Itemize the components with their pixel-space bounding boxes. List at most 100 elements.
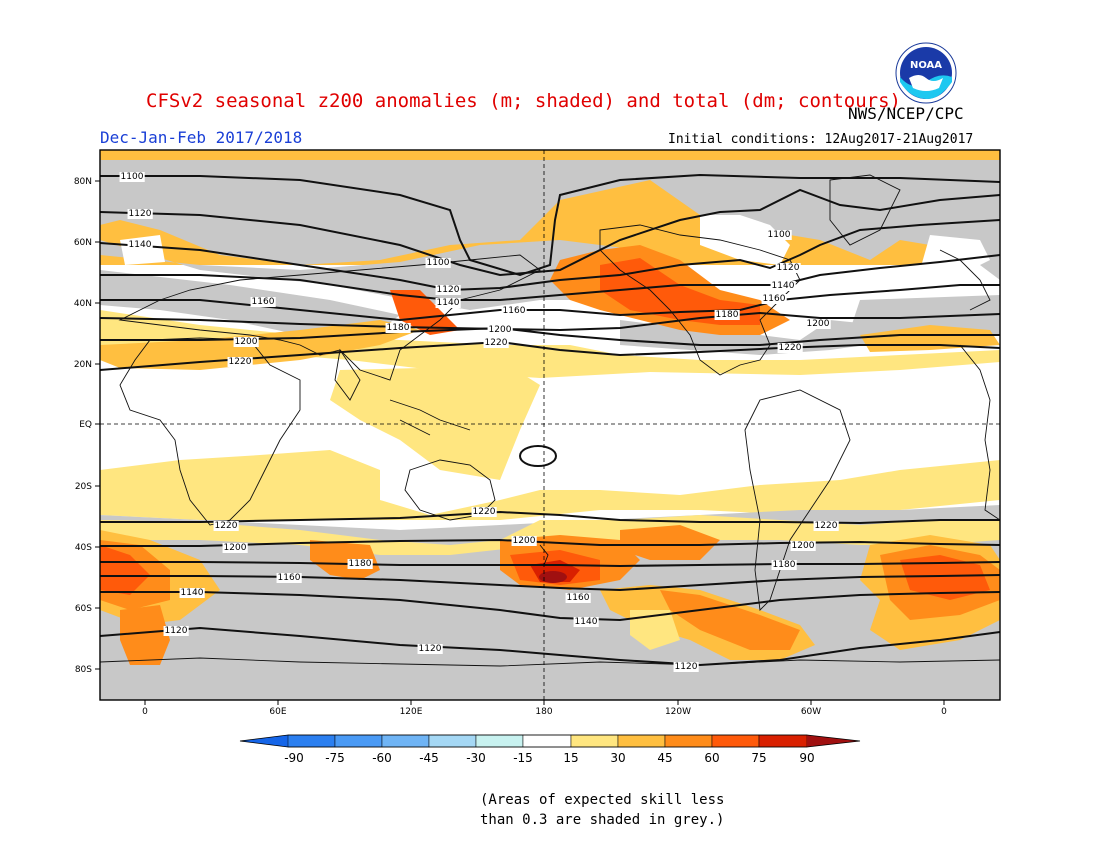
contour-label: 1140 xyxy=(575,617,598,627)
contour-label: 1120 xyxy=(129,209,152,219)
colorbar-label: 60 xyxy=(704,751,719,765)
contour-label-bg xyxy=(127,209,153,219)
anomaly-colorbar: -90 -75 -60 -45 -30 -15 15 30 45 60 75 9… xyxy=(239,734,861,765)
contour-label-bg xyxy=(435,298,461,308)
contour-label: 1100 xyxy=(768,230,791,240)
contour-label-bg xyxy=(425,258,451,268)
colorbar-swatch xyxy=(664,734,713,748)
lat-label: 80N xyxy=(74,177,92,187)
contour-label-bg xyxy=(417,644,443,654)
contour-1200-nh xyxy=(100,326,1000,346)
contour-label-bg xyxy=(770,281,796,291)
contour-label-bg xyxy=(119,172,145,182)
lat-axis: 80N 60N 40N 20N EQ 20S 40S 60S 80S xyxy=(74,177,100,675)
contour-label-bg xyxy=(775,263,801,273)
lat-label: 80S xyxy=(75,665,92,675)
contour-label: 1160 xyxy=(252,297,275,307)
contour-label: 1220 xyxy=(779,343,802,353)
colorbar-swatch xyxy=(381,734,430,748)
contour-1100-nh xyxy=(100,173,1000,277)
contour-label: 1220 xyxy=(473,507,496,517)
contour-label: 1160 xyxy=(503,306,526,316)
season-label: Dec-Jan-Feb 2017/2018 xyxy=(100,128,303,147)
contour-label: 1220 xyxy=(215,521,238,531)
lon-label: 0 xyxy=(142,707,148,717)
contour-label-bg xyxy=(250,297,276,307)
contour-label-bg xyxy=(483,338,509,348)
contour-label-bg xyxy=(385,323,411,333)
contour-label: 1140 xyxy=(437,298,460,308)
contour-1160-nh xyxy=(100,284,1000,322)
contour-1180-nh xyxy=(100,311,1000,332)
contour-1120-sh xyxy=(100,626,1000,667)
contour-label-bg xyxy=(805,319,831,329)
contour-1120-nh xyxy=(100,219,1000,292)
contour-1220-nh xyxy=(100,340,1000,371)
skill-footnote-line-2: than 0.3 are shaded in grey.) xyxy=(480,812,725,828)
contour-1120-upper xyxy=(100,188,1000,277)
lat-label: 60N xyxy=(74,238,92,248)
contour-label-bg xyxy=(573,617,599,627)
lat-label: 40N xyxy=(74,299,92,309)
contour-label: 1200 xyxy=(792,541,815,551)
colorbar-swatch xyxy=(334,734,383,748)
contour-label: 1120 xyxy=(165,626,188,636)
contour-label: 1200 xyxy=(489,325,512,335)
contour-1180-sh xyxy=(100,561,1000,568)
lon-axis: 0 60E 120E 180 120W 60W 0 xyxy=(142,700,947,717)
india-coastline xyxy=(334,348,361,401)
contour-label-bg xyxy=(213,521,239,531)
contour-label: 1180 xyxy=(387,323,410,333)
contour-label: 1180 xyxy=(716,310,739,320)
contour-label-layer: 1100 1120 1140 1160 1180 1200 1220 1100 … xyxy=(121,172,838,672)
colorbar-label: -15 xyxy=(513,751,533,765)
colorbar-label: 75 xyxy=(751,751,766,765)
contour-label: 1180 xyxy=(773,560,796,570)
lon-label: 120W xyxy=(665,707,691,717)
contour-label: 1160 xyxy=(278,573,301,583)
lat-label: 60S xyxy=(75,604,92,614)
lat-label: 20N xyxy=(74,360,92,370)
contour-label: 1200 xyxy=(235,337,258,347)
contour-label-bg xyxy=(227,357,253,367)
antarctica-coastline xyxy=(100,657,1000,667)
colorbar-label: -60 xyxy=(372,751,392,765)
colorbar-swatch xyxy=(711,734,760,748)
contour-label-bg xyxy=(222,543,248,553)
contour-label-bg xyxy=(790,541,816,551)
colorbar-swatch xyxy=(475,734,524,748)
colorbar-swatch xyxy=(428,734,477,748)
lat-label: 20S xyxy=(75,482,92,492)
lon-label: 60W xyxy=(801,707,821,717)
contour-label-bg xyxy=(565,593,591,603)
contour-1140-nh xyxy=(100,254,1000,301)
contour-closed-tropical xyxy=(519,445,557,467)
contour-label: 1220 xyxy=(815,521,838,531)
africa-coastline xyxy=(119,337,301,526)
colorbar-swatch xyxy=(617,734,666,748)
colorbar-swatch xyxy=(522,734,572,748)
contour-label: 1120 xyxy=(437,285,460,295)
greenland-coastline xyxy=(829,174,901,246)
lon-label: 0 xyxy=(941,707,947,717)
colorbar-swatch xyxy=(807,735,860,747)
contour-label: 1160 xyxy=(567,593,590,603)
anomaly-shading xyxy=(100,150,1000,700)
contour-label-bg xyxy=(127,240,153,250)
contour-label-bg xyxy=(276,573,302,583)
contour-label: 1220 xyxy=(229,357,252,367)
initial-conditions-label: Initial conditions: 12Aug2017-21Aug2017 xyxy=(668,132,974,147)
contour-label: 1180 xyxy=(349,559,372,569)
north-america-coastline xyxy=(599,224,801,376)
contour-label-bg xyxy=(163,626,189,636)
lon-label: 60E xyxy=(269,707,286,717)
contour-label-bg xyxy=(673,662,699,672)
new-zealand-coastline xyxy=(539,544,549,566)
lat-label: 40S xyxy=(75,543,92,553)
lon-label: 120E xyxy=(400,707,423,717)
contour-label-bg xyxy=(761,294,787,304)
contour-label: 1200 xyxy=(807,319,830,329)
contour-label: 1140 xyxy=(772,281,795,291)
agency-label: NWS/NCEP/CPC xyxy=(848,104,964,123)
